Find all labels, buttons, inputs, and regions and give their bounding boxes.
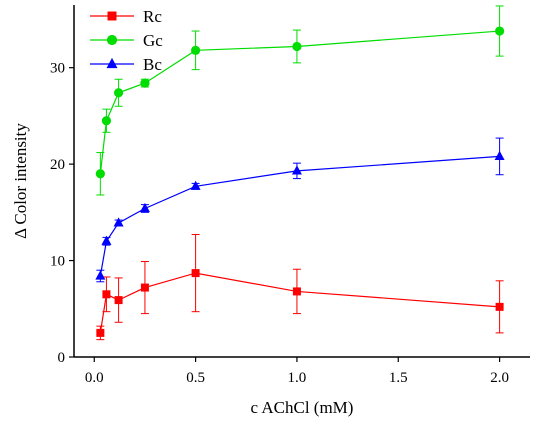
legend-label: Bc — [143, 55, 162, 74]
data-point — [495, 302, 504, 311]
x-tick-label: 0.0 — [85, 370, 104, 386]
y-axis-title: Δ Color intensity — [11, 123, 30, 239]
data-point — [140, 283, 149, 292]
data-point — [101, 235, 112, 245]
data-point — [95, 169, 105, 179]
plot-area — [73, 5, 530, 358]
data-point — [113, 217, 124, 227]
data-point — [495, 26, 505, 36]
data-point — [191, 269, 200, 278]
legend-marker — [107, 11, 117, 21]
legend-item-Gc: Gc — [90, 31, 163, 50]
data-point — [494, 150, 505, 161]
axis-ticks: 0.0 0.5 1.0 1.5 2.0 0 10 20 30 — [50, 61, 509, 386]
series-Rc — [96, 234, 504, 341]
y-tick-label: 30 — [50, 61, 65, 77]
legend: Rc Gc Bc — [90, 7, 163, 74]
data-point — [190, 180, 201, 190]
x-tick-label: 1.0 — [288, 370, 307, 386]
legend-item-Rc: Rc — [90, 7, 162, 26]
series-Bc — [95, 137, 505, 283]
y-tick-label: 0 — [58, 350, 66, 366]
x-tick-label: 1.5 — [389, 370, 408, 386]
legend-marker — [106, 57, 118, 69]
data-point — [139, 202, 150, 213]
series-line — [99, 272, 500, 333]
data-point — [140, 78, 150, 88]
data-point — [102, 290, 111, 299]
data-point — [95, 270, 106, 280]
data-point — [96, 328, 105, 337]
legend-label: Gc — [143, 31, 163, 50]
data-point — [292, 287, 301, 296]
y-tick-label: 10 — [50, 254, 65, 270]
legend-label: Rc — [143, 7, 162, 26]
x-tick-label: 0.5 — [186, 370, 205, 386]
data-point — [191, 45, 201, 55]
series-layer — [95, 5, 505, 341]
y-tick-label: 20 — [50, 157, 65, 173]
x-tick-label: 2.0 — [490, 370, 509, 386]
legend-item-Bc: Bc — [90, 55, 162, 74]
data-point — [101, 116, 112, 126]
series-line — [99, 30, 500, 174]
data-point — [114, 296, 123, 305]
data-point — [292, 41, 302, 52]
series-Gc — [95, 5, 505, 196]
data-point — [291, 165, 302, 175]
legend-marker — [106, 34, 118, 46]
x-axis-title: c AChCl (mM) — [251, 398, 354, 417]
data-point — [113, 88, 124, 98]
